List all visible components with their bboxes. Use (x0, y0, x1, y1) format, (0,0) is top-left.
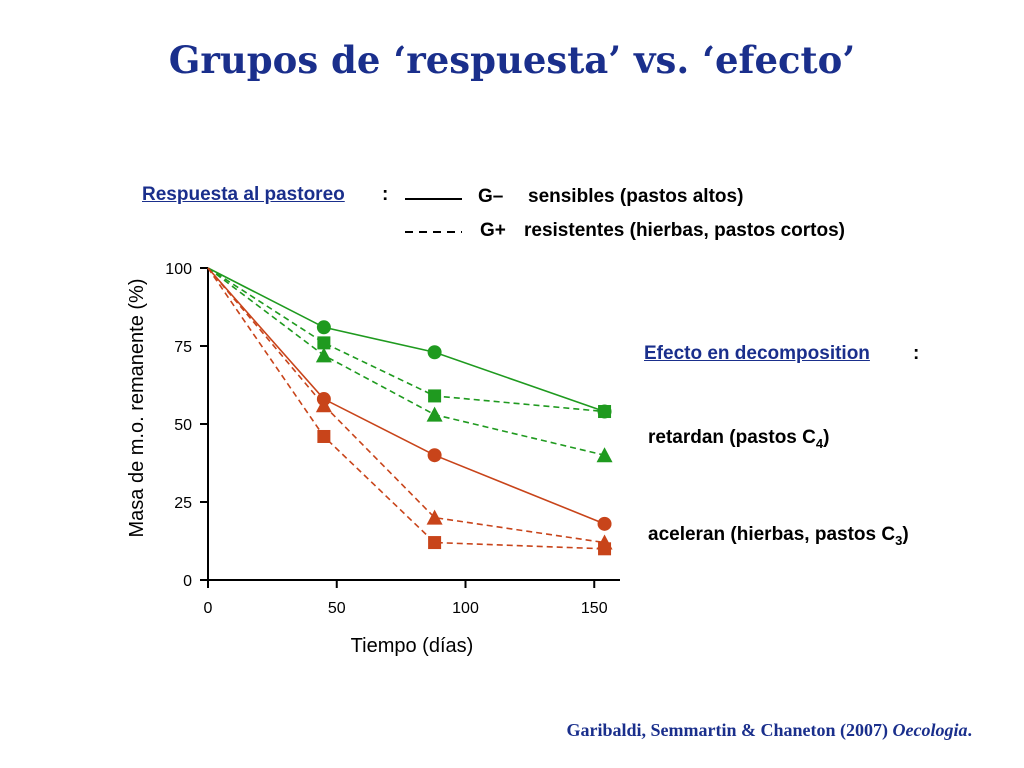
x-tick-label: 0 (204, 600, 213, 617)
effect-heading-colon: : (913, 343, 920, 364)
point-green-circle (316, 320, 331, 335)
effect-heading: Efecto en decomposition (644, 343, 870, 364)
legend-solid-label: sensibles (pastos altos) (528, 186, 744, 207)
chart-axes: 0 25 50 75 100 0 50 100 150 Tiempo (días) Masa de … (126, 261, 620, 657)
point-green-square (317, 336, 331, 350)
y-axis-label: Masa de m.o. remanente (%) (126, 279, 148, 538)
citation: Garibaldi, Semmartin & Chaneton (2007) O… (566, 720, 972, 740)
legend-heading-colon: : (382, 184, 389, 205)
legend-dashed-label: resistentes (hierbas, pastos cortos) (524, 220, 845, 241)
x-tick-label: 50 (328, 600, 346, 617)
effect-retard-label: retardan (pastos C4) (648, 427, 830, 451)
legend-dashed-entry: G+ resistentes (hierbas, pastos cortos) (480, 220, 845, 242)
y-tick-label: 75 (174, 339, 192, 356)
y-tick-label: 25 (174, 495, 192, 512)
slide-title: Grupos de ‘respuesta’ vs. ‘efecto’ (168, 38, 856, 82)
point-orange-triangle (426, 509, 443, 525)
series-line-orange-circle (207, 267, 605, 525)
x-axis-label: Tiempo (días) (351, 635, 474, 657)
point-orange-square (428, 536, 442, 550)
series-line-orange-triangle (207, 267, 605, 544)
point-orange-circle (427, 448, 442, 463)
effect-accel-label: aceleran (hierbas, pastos C3) (648, 524, 909, 548)
legend-heading: Respuesta al pastoreo (142, 184, 345, 205)
y-tick-label: 50 (174, 417, 192, 434)
y-tick-label: 100 (165, 261, 192, 278)
legend-solid-tag: G– (478, 186, 504, 207)
point-green-square (598, 405, 612, 419)
point-green-triangle (596, 447, 613, 463)
y-tick-label: 0 (183, 573, 192, 590)
legend-solid-entry: G– sensibles (pastos altos) (478, 186, 743, 208)
series-line-green-triangle (207, 267, 605, 456)
legend-line-samples (405, 198, 462, 233)
x-tick-label: 100 (452, 600, 479, 617)
point-green-triangle (315, 347, 332, 363)
point-green-circle (427, 345, 442, 360)
chart-series (207, 267, 613, 556)
point-green-square (428, 389, 442, 403)
series-line-green-circle (207, 267, 605, 413)
legend-dashed-tag: G+ (480, 220, 506, 241)
point-orange-triangle (315, 397, 332, 413)
x-tick-label: 150 (581, 600, 608, 617)
point-orange-square (598, 542, 612, 556)
point-green-triangle (426, 406, 443, 422)
point-orange-square (317, 429, 331, 443)
point-orange-circle (597, 516, 612, 531)
series-line-orange-square (207, 267, 605, 550)
